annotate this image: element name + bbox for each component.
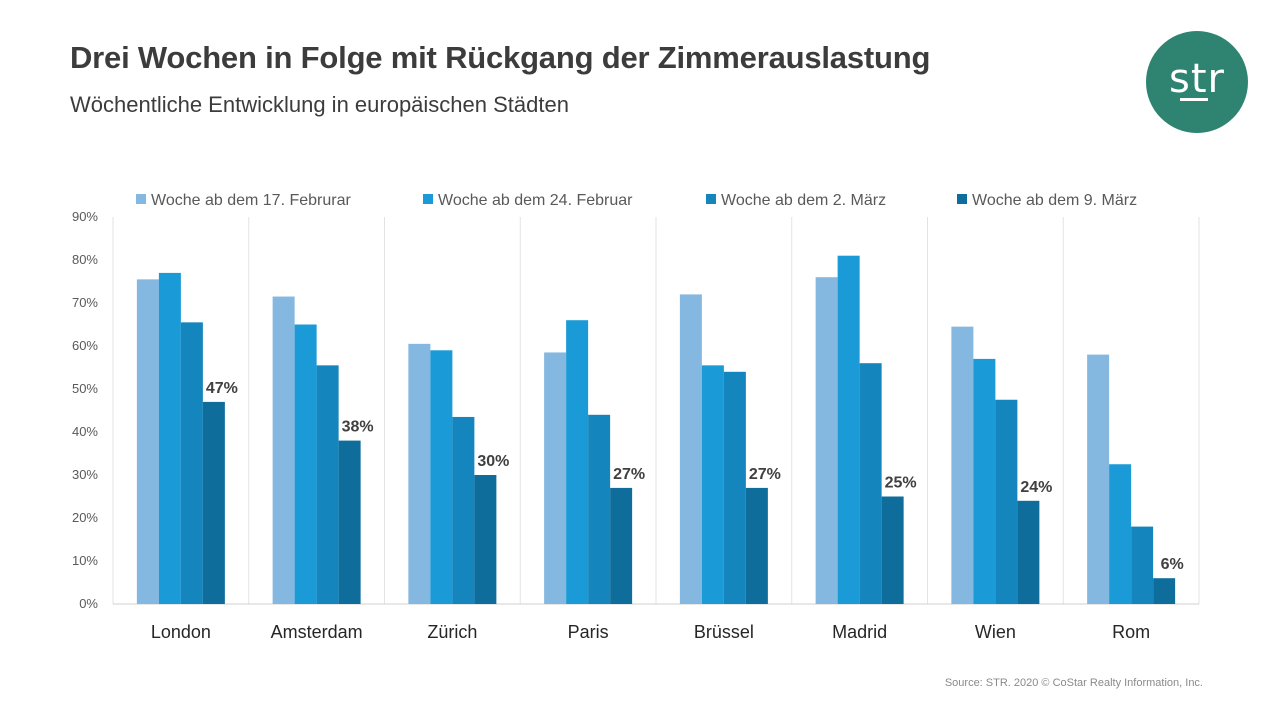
legend-label: Woche ab dem 24. Februar — [438, 192, 633, 209]
bar — [544, 352, 567, 604]
bar — [338, 440, 361, 604]
y-tick-label: 60% — [72, 338, 98, 353]
category-label: Zürich — [427, 622, 477, 642]
legend-label: Woche ab dem 9. März — [972, 192, 1137, 209]
bar — [745, 487, 768, 604]
bar — [1017, 500, 1040, 604]
bar — [679, 294, 702, 604]
data-label: 27% — [749, 466, 781, 483]
bar — [701, 365, 724, 604]
bar — [202, 401, 225, 604]
bar — [294, 324, 317, 604]
bar — [881, 496, 904, 604]
bar — [408, 343, 431, 604]
bar — [1131, 526, 1154, 604]
legend-label: Woche ab dem 2. März — [721, 192, 886, 209]
bar — [951, 326, 974, 604]
y-tick-label: 0% — [79, 596, 98, 611]
data-label: 30% — [477, 453, 509, 470]
page-title: Drei Wochen in Folge mit Rückgang der Zi… — [70, 40, 931, 75]
bar — [180, 322, 203, 604]
bar — [566, 320, 589, 604]
y-tick-label: 70% — [72, 295, 98, 310]
bar — [1153, 578, 1176, 604]
bar — [723, 371, 746, 604]
logo-text: str — [1169, 56, 1225, 102]
page-subtitle: Wöchentliche Entwicklung in europäischen… — [70, 92, 569, 117]
bar — [995, 399, 1018, 604]
logo-underline — [1180, 98, 1208, 101]
legend-swatch — [423, 194, 433, 204]
source-note: Source: STR. 2020 © CoStar Realty Inform… — [944, 677, 1203, 689]
bar — [837, 255, 860, 604]
y-tick-label: 40% — [72, 424, 98, 439]
bar — [1109, 464, 1132, 604]
category-label: Amsterdam — [271, 622, 363, 642]
y-tick-label: 50% — [72, 381, 98, 396]
data-label: 24% — [1020, 479, 1052, 496]
y-tick-label: 80% — [72, 252, 98, 267]
category-label: Wien — [975, 622, 1016, 642]
legend-swatch — [706, 194, 716, 204]
y-tick-label: 20% — [72, 510, 98, 525]
str-logo: str — [1146, 31, 1248, 133]
category-label: Brüssel — [694, 622, 754, 642]
data-label: 47% — [206, 380, 238, 397]
legend-swatch — [136, 194, 146, 204]
y-tick-label: 90% — [72, 209, 98, 224]
category-label: Madrid — [832, 622, 887, 642]
data-label: 25% — [885, 475, 917, 492]
category-label: Rom — [1112, 622, 1150, 642]
bar — [1087, 354, 1110, 604]
bar — [158, 272, 181, 604]
legend-swatch — [957, 194, 967, 204]
bar — [452, 416, 475, 604]
legend-label: Woche ab dem 17. Februrar — [151, 192, 351, 209]
bar — [474, 475, 497, 604]
bar — [610, 487, 633, 604]
bar — [136, 279, 159, 604]
bar — [588, 414, 611, 604]
category-label: London — [151, 622, 211, 642]
bar — [430, 350, 453, 604]
y-tick-label: 10% — [72, 553, 98, 568]
data-label: 38% — [342, 419, 374, 436]
y-tick-label: 30% — [72, 467, 98, 482]
bar — [316, 365, 339, 604]
bar — [859, 363, 882, 604]
bar — [815, 277, 838, 604]
data-label: 6% — [1161, 556, 1184, 573]
bar — [272, 296, 295, 604]
bar — [973, 358, 996, 604]
data-label: 27% — [613, 466, 645, 483]
category-label: Paris — [568, 622, 609, 642]
